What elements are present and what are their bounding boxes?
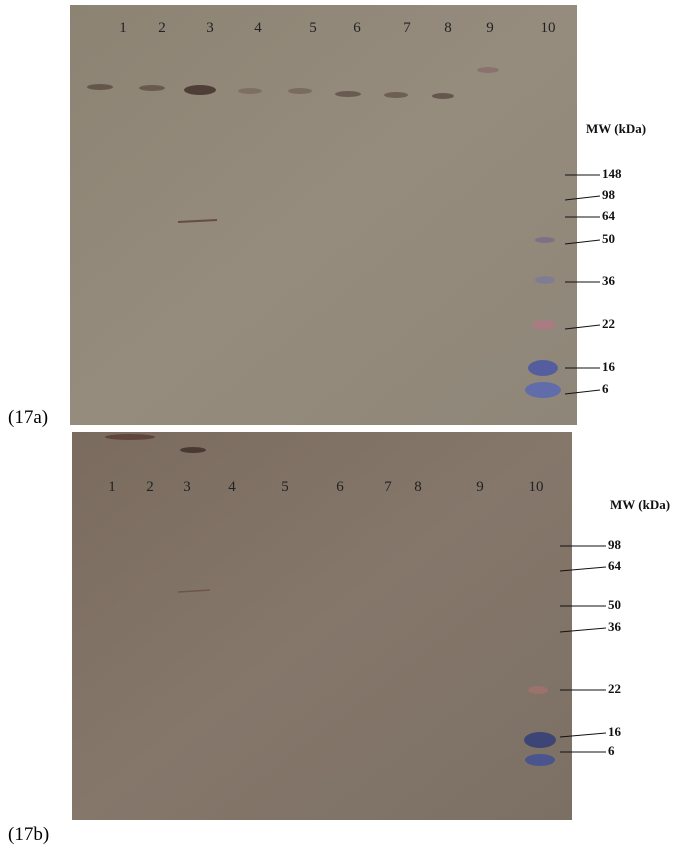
lane-number: 8 [414,479,422,495]
lane-number: 9 [486,20,494,36]
figure: 12345678910MW (kDa)1489864503622166(17a)… [0,0,696,852]
marker-label: 36 [608,619,622,634]
marker-label: 148 [602,166,622,181]
marker-label: 98 [602,187,616,202]
lane-number: 4 [228,479,236,495]
marker-label: 64 [602,208,616,223]
lane-number: 9 [476,479,484,495]
marker-label: 22 [608,681,621,696]
lane-number: 7 [403,20,411,36]
lane-number: 10 [541,20,556,36]
lane-number: 4 [254,20,262,36]
mw-title: MW (kDa) [610,497,670,512]
lane-number: 3 [206,20,214,36]
panel-label: (17a) [8,407,48,428]
lane-number: 5 [281,479,289,495]
lane-number: 6 [336,479,344,495]
lane-number: 3 [183,479,191,495]
marker-label: 64 [608,558,622,573]
lane-number: 2 [146,479,154,495]
marker-label: 16 [602,359,616,374]
marker-label: 50 [602,231,615,246]
lane-number: 1 [108,479,116,495]
panel-label: (17b) [8,824,49,845]
lane-number: 2 [158,20,166,36]
mw-title: MW (kDa) [586,121,646,136]
lane-number: 7 [384,479,392,495]
lane-number: 8 [444,20,452,36]
lane-number: 5 [309,20,317,36]
marker-label: 98 [608,537,622,552]
marker-label: 22 [602,316,615,331]
gel-a [70,5,577,425]
marker-label: 6 [602,381,609,396]
marker-label: 16 [608,724,622,739]
lane-number: 6 [353,20,361,36]
lane-number: 1 [119,20,127,36]
marker-label: 36 [602,273,616,288]
lane-number: 10 [529,479,544,495]
marker-label: 6 [608,743,615,758]
marker-label: 50 [608,597,621,612]
